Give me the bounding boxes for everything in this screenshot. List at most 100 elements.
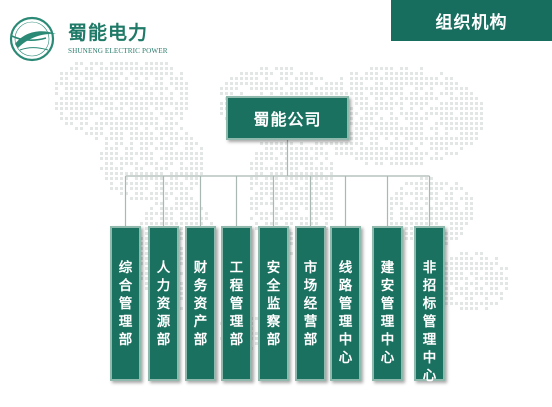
- map-dot: [145, 172, 148, 175]
- map-dot: [285, 152, 288, 155]
- map-dot: [485, 272, 488, 275]
- map-dot: [85, 107, 88, 110]
- map-dot: [170, 77, 173, 80]
- map-dot: [365, 152, 368, 155]
- map-dot: [315, 77, 318, 80]
- map-dot: [415, 207, 418, 210]
- map-dot: [175, 152, 178, 155]
- map-dot: [190, 167, 193, 170]
- map-dot: [390, 117, 393, 120]
- map-dot: [420, 87, 423, 90]
- map-dot: [130, 147, 133, 150]
- map-dot: [175, 132, 178, 135]
- map-dot: [330, 197, 333, 200]
- map-dot: [290, 82, 293, 85]
- map-dot: [430, 222, 433, 225]
- map-dot: [250, 167, 253, 170]
- map-dot: [325, 197, 328, 200]
- map-dot: [440, 137, 443, 140]
- map-dot: [425, 197, 428, 200]
- map-dot: [145, 127, 148, 130]
- map-dot: [445, 212, 448, 215]
- map-dot: [435, 97, 438, 100]
- map-dot: [410, 222, 413, 225]
- map-dot: [385, 92, 388, 95]
- map-dot: [410, 102, 413, 105]
- map-dot: [200, 172, 203, 175]
- map-dot: [380, 162, 383, 165]
- map-dot: [230, 92, 233, 95]
- map-dot: [120, 157, 123, 160]
- map-dot: [135, 152, 138, 155]
- map-dot: [435, 222, 438, 225]
- map-dot: [380, 82, 383, 85]
- map-dot: [155, 192, 158, 195]
- map-dot: [190, 177, 193, 180]
- map-dot: [350, 132, 353, 135]
- map-dot: [415, 127, 418, 130]
- map-dot: [340, 92, 343, 95]
- map-dot: [410, 117, 413, 120]
- map-dot: [125, 177, 128, 180]
- map-dot: [290, 167, 293, 170]
- map-dot: [440, 182, 443, 185]
- map-dot: [140, 142, 143, 145]
- map-dot: [430, 177, 433, 180]
- map-dot: [355, 142, 358, 145]
- map-dot: [420, 217, 423, 220]
- map-dot: [395, 157, 398, 160]
- map-dot: [365, 97, 368, 100]
- map-dot: [150, 192, 153, 195]
- map-dot: [130, 67, 133, 70]
- map-dot: [280, 92, 283, 95]
- map-dot: [450, 137, 453, 140]
- map-dot: [425, 77, 428, 80]
- map-dot: [415, 187, 418, 190]
- map-dot: [320, 212, 323, 215]
- map-dot: [475, 97, 478, 100]
- map-dot: [420, 72, 423, 75]
- map-dot: [110, 82, 113, 85]
- map-dot: [120, 82, 123, 85]
- map-dot: [405, 222, 408, 225]
- map-dot: [435, 202, 438, 205]
- map-dot: [470, 282, 473, 285]
- map-dot: [375, 112, 378, 115]
- map-dot: [370, 72, 373, 75]
- map-dot: [475, 272, 478, 275]
- map-dot: [410, 137, 413, 140]
- map-dot: [400, 217, 403, 220]
- map-dot: [430, 207, 433, 210]
- map-dot: [140, 197, 143, 200]
- map-dot: [460, 267, 463, 270]
- map-dot: [395, 72, 398, 75]
- map-dot: [260, 87, 263, 90]
- map-dot: [65, 82, 68, 85]
- map-dot: [365, 102, 368, 105]
- map-dot: [350, 117, 353, 120]
- map-dot: [325, 152, 328, 155]
- map-dot: [225, 87, 228, 90]
- map-dot: [135, 127, 138, 130]
- map-dot: [75, 102, 78, 105]
- map-dot: [450, 82, 453, 85]
- map-dot: [395, 102, 398, 105]
- map-dot: [250, 187, 253, 190]
- map-dot: [415, 97, 418, 100]
- map-dot: [110, 177, 113, 180]
- map-dot: [145, 212, 148, 215]
- map-dot: [245, 77, 248, 80]
- map-dot: [455, 302, 458, 305]
- map-dot: [435, 142, 438, 145]
- map-dot: [355, 82, 358, 85]
- map-dot: [235, 82, 238, 85]
- map-dot: [405, 212, 408, 215]
- map-dot: [385, 157, 388, 160]
- map-dot: [220, 92, 223, 95]
- map-dot: [150, 222, 153, 225]
- map-dot: [160, 132, 163, 135]
- map-dot: [405, 112, 408, 115]
- map-dot: [150, 157, 153, 160]
- map-dot: [465, 117, 468, 120]
- map-dot: [465, 222, 468, 225]
